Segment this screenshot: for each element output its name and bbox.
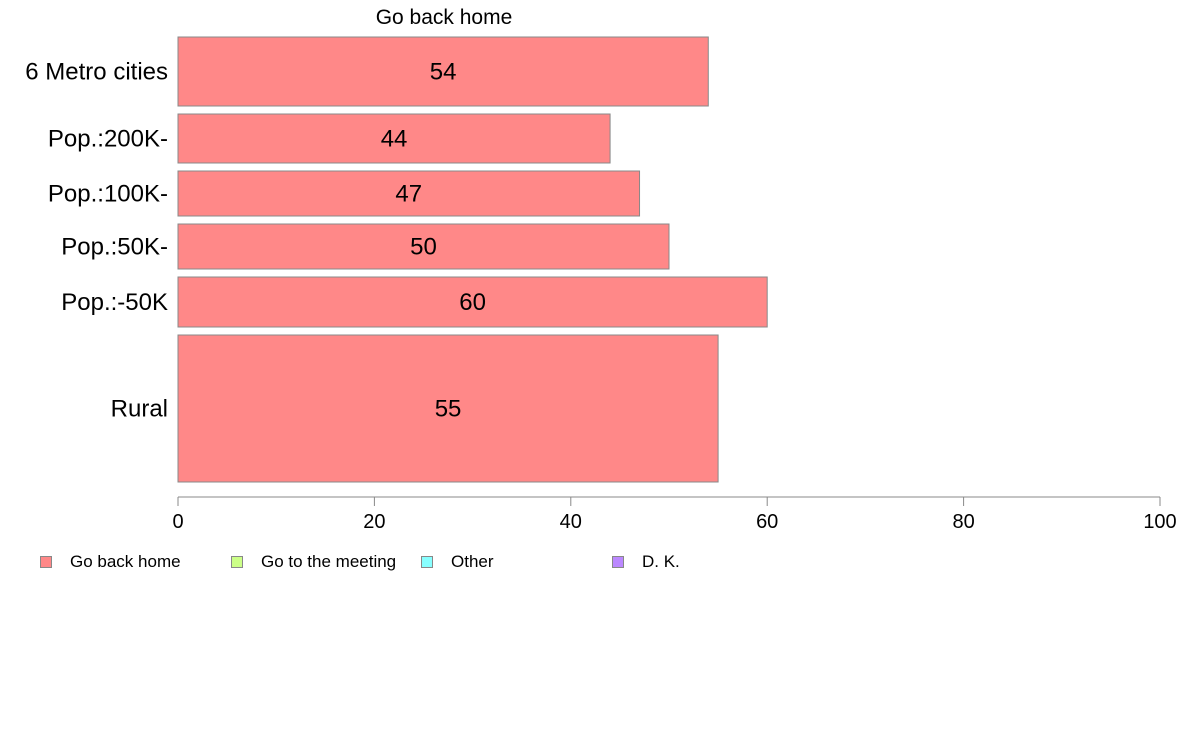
legend-swatch [231,556,243,568]
category-label: Pop.:50K- [61,234,168,261]
legend-label: Other [451,552,494,571]
bar-value-label: 60 [459,289,486,316]
legend-label: Go to the meeting [261,552,397,571]
legend: Go back home Go to the meeting Other D. … [0,551,1188,573]
bar-value-label: 47 [395,181,422,208]
bar [177,334,719,483]
category-label: Pop.:-50K [61,289,168,316]
legend-item-go-back-home: Go back home [40,551,181,573]
x-tick-label: 0 [172,511,183,533]
legend-swatch [612,556,624,568]
category-label: Pop.:100K- [48,181,168,208]
legend-item-dk: D. K. [612,551,680,573]
x-tick-label: 80 [952,511,974,533]
x-tick-label: 20 [363,511,385,533]
category-label: Rural [111,396,168,423]
bar [177,113,611,164]
bar-value-label: 50 [410,234,437,261]
legend-label: Go back home [70,552,181,571]
legend-label: D. K. [642,552,680,571]
bar-value-label: 55 [435,396,462,423]
category-label: Pop.:200K- [48,126,168,153]
bar-value-label: 54 [430,59,457,86]
bar [177,36,709,107]
bar-value-label: 44 [381,126,408,153]
legend-swatch [421,556,433,568]
x-tick-label: 60 [756,511,778,533]
bar [177,276,768,328]
legend-item-other: Other [421,551,494,573]
bar [177,170,641,217]
category-label: 6 Metro cities [25,59,168,86]
x-tick-label: 40 [560,511,582,533]
x-tick-label: 100 [1143,511,1176,533]
legend-swatch [40,556,52,568]
legend-item-go-to-the-meeting: Go to the meeting [231,551,396,573]
bar [177,223,670,270]
chart-title: Go back home [376,6,513,29]
